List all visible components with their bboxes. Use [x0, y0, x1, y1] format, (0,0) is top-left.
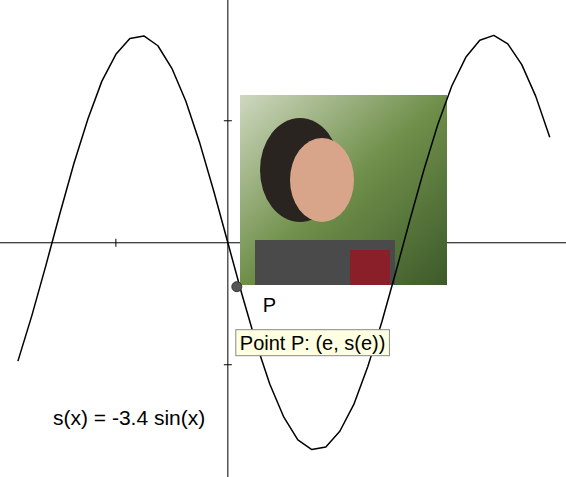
tooltip-bg — [236, 330, 390, 356]
formula-bg — [49, 404, 209, 431]
chart: P Point P: (e, s(e)) s(x) = -3.4 sin(x) — [0, 0, 566, 477]
point — [232, 282, 242, 292]
formula: s(x) = -3.4 sin(x) — [53, 406, 205, 429]
photo-scarf — [350, 250, 390, 285]
curve — [18, 35, 550, 449]
point-label: P — [263, 294, 276, 316]
photo-clothes — [255, 240, 395, 285]
x-tick — [115, 239, 116, 247]
y-tick — [224, 364, 232, 365]
plot-area — [18, 35, 550, 449]
point-label-bg — [259, 292, 280, 318]
y-tick — [224, 120, 232, 121]
photo-bg — [240, 95, 447, 285]
photo-face — [290, 138, 354, 222]
photo — [240, 95, 447, 285]
y-axis — [227, 0, 228, 477]
tooltip: Point P: (e, s(e)) — [240, 332, 386, 354]
